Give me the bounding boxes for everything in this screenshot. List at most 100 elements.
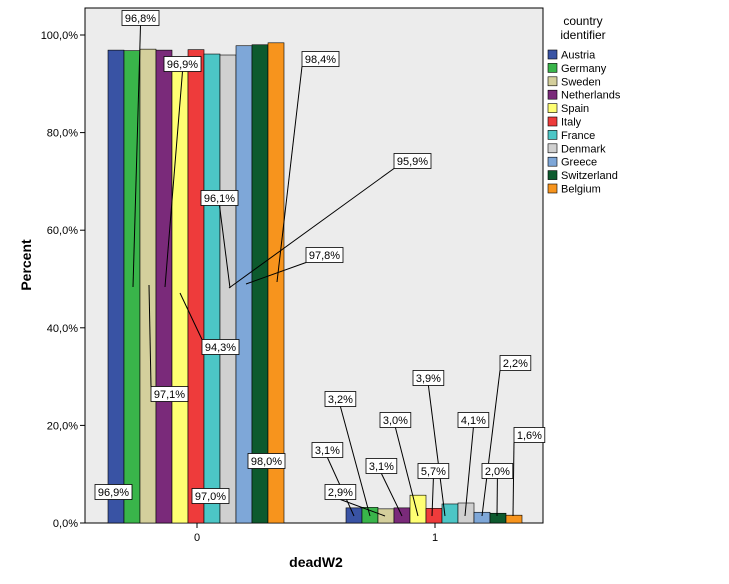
data-label: 2,9% [328,487,353,499]
data-label-box [457,412,490,428]
data-label: 5,7% [421,466,446,478]
data-label-box [324,484,357,500]
bar-sweden-1 [377,508,395,524]
legend-label: Spain [561,103,589,115]
legend-swatch [547,130,558,140]
y-axis: 0,0% 20,0% 40,0% 60,0% 80,0% 100,0% [41,30,85,530]
y-tick-label: 0,0% [53,518,78,530]
data-label: 3,9% [416,373,441,385]
leader-line [132,25,141,288]
data-label-box [417,463,450,479]
bar-spain-1 [409,494,427,524]
legend-swatch [547,49,558,60]
leader-line [339,406,371,517]
bar-italy-1 [425,508,443,524]
data-label-box [311,442,344,458]
x-tick-label: 0 [194,532,200,544]
bar-sweden-0 [139,48,157,524]
bar-switzerland-0 [251,44,269,524]
legend-label: Belgium [561,184,601,196]
data-label: 94,3% [205,342,236,354]
data-label-box [499,355,532,371]
data-label-box [513,427,546,443]
bar-spain-0 [171,62,189,524]
bar-greece-0 [235,45,253,524]
data-label: 2,2% [503,358,528,370]
legend-swatch [547,170,558,180]
leader-line [464,427,474,517]
bar-belgium-0 [267,42,285,524]
data-label-box [200,190,239,206]
leader-lines [132,25,515,517]
leader-line [427,385,446,517]
data-label-box [301,51,340,67]
legend-swatch [547,156,558,167]
data-label: 97,1% [154,389,185,401]
legend-label: Italy [561,117,582,129]
data-label-box [379,412,412,428]
data-label-box [393,153,432,169]
leader-line [340,499,386,517]
bar-austria-0 [107,49,125,524]
data-label: 96,1% [204,193,235,205]
leader-line [512,442,515,517]
data-label-box [191,488,230,504]
data-label: 4,1% [461,415,486,427]
data-label: 97,8% [309,250,340,262]
bar-france-0 [203,53,221,524]
data-label: 95,9% [397,156,428,168]
leader-line [164,71,183,288]
legend-title: country [563,14,602,28]
y-tick-label: 100,0% [41,30,79,42]
data-label-box [163,56,202,72]
bar-denmark-0 [219,54,237,524]
legend-swatch [547,116,558,127]
data-label-box [247,453,286,469]
data-label-box [365,458,398,474]
legend-label: Sweden [561,76,601,88]
legend-label: Switzerland [561,170,618,182]
data-label: 98,4% [305,54,336,66]
legend-label: Germany [561,63,607,75]
leader-line [380,473,403,517]
data-label: 3,0% [383,415,408,427]
data-labels: 96,9% 96,8% 97,1% 96,9% 94,3% 97,0% 96,1% 95,9%… [94,10,546,504]
leader-line [394,427,419,517]
legend-label: France [561,130,595,142]
data-label-box [481,463,514,479]
legend-swatch [547,143,558,154]
data-label: 98,0% [251,456,282,468]
bar-switzerland-1 [489,512,507,524]
y-tick-label: 40,0% [47,323,78,335]
bar-belgium-1 [505,514,523,524]
data-label: 3,1% [369,461,394,473]
legend-swatch [547,63,558,73]
data-label: 2,0% [485,466,510,478]
legend-title: identifier [560,28,605,42]
data-label: 96,8% [125,13,156,25]
data-label: 3,2% [328,394,353,406]
legend-swatch [547,76,558,87]
bar-netherlands-0 [155,49,173,524]
leader-line [148,284,152,387]
y-axis-title: Percent [18,239,34,291]
bars [107,42,523,524]
leader-line [245,262,307,285]
data-label-box [412,370,445,386]
data-label-box [305,247,344,263]
legend-label: Austria [561,50,596,62]
data-label: 96,9% [167,59,198,71]
data-label-box [94,484,133,500]
legend-swatch [547,103,558,113]
leader-line [481,370,501,517]
data-label-box [324,391,357,407]
data-label: 3,1% [315,445,340,457]
legend-label: Greece [561,157,597,169]
data-label-box [150,386,189,402]
leader-line [219,205,231,289]
data-label-box [121,10,160,26]
leader-line [276,66,303,283]
legend-swatch [547,183,558,194]
